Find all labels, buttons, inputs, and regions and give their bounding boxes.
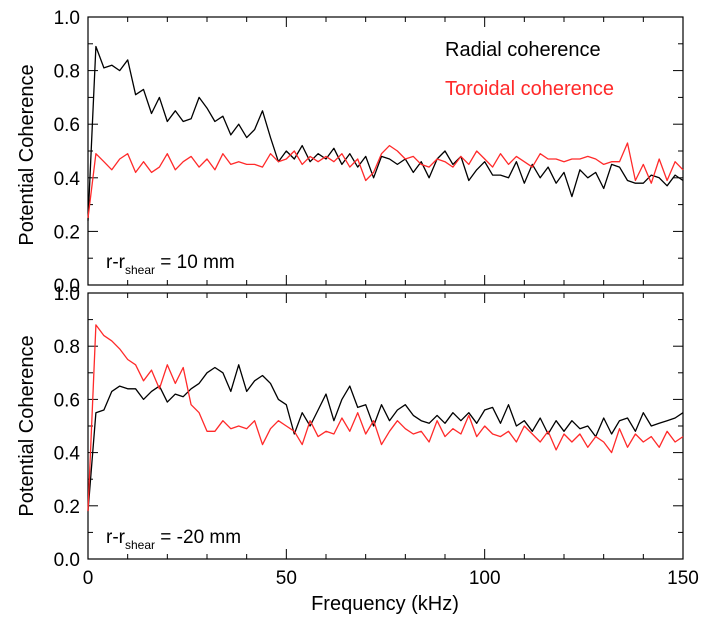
top-annotation-suffix: = 10 mm [155, 252, 235, 273]
top-radial-coherence-line [87, 45, 684, 221]
top-annotation-subscript: shear [125, 263, 155, 277]
top-y-tick-label: 0.2 [54, 222, 80, 243]
bottom-y-tick-label: 0.8 [54, 337, 80, 358]
bottom-panel: 0.0 0.2 0.4 0.6 0.8 1.0 0 50 100 150 Potential Co… [16, 284, 699, 615]
top-panel: 0.0 0.2 0.4 0.6 0.8 1.0 Potential Coherence R… [16, 8, 684, 297]
bottom-series [87, 324, 684, 512]
top-y-tick-label: 0.0 [54, 276, 80, 297]
top-y-tick-label: 0.6 [54, 115, 80, 136]
top-y-tick-label: 0.8 [54, 62, 80, 83]
bottom-y-axis-label: Potential Coherence [16, 335, 38, 516]
bottom-annotation-suffix: = -20 mm [155, 527, 241, 548]
legend-toroidal-label: Toroidal coherence [445, 78, 614, 100]
top-toroidal-coherence-line [87, 142, 684, 219]
top-y-axis-label: Potential Coherence [16, 64, 38, 245]
bottom-annotation: r-rshear = -20 mm [106, 527, 241, 552]
bottom-radial-coherence-line [87, 364, 684, 512]
top-annotation-base: r-r [106, 252, 126, 273]
bottom-annotation-subscript: shear [125, 538, 155, 552]
bottom-y-tick-label: 0.6 [54, 390, 80, 411]
bottom-y-tick-label: 0.0 [54, 550, 80, 571]
bottom-y-tick-label: 0.4 [54, 444, 81, 465]
bottom-x-tick-label: 100 [469, 568, 501, 589]
bottom-x-tick-label: 50 [276, 568, 297, 589]
top-y-tick-label: 1.0 [54, 8, 80, 29]
bottom-y-tick-label: 1.0 [54, 284, 80, 305]
bottom-ticks: 0.0 0.2 0.4 0.6 0.8 1.0 0 50 100 150 [54, 284, 699, 589]
bottom-plot-frame [87, 292, 684, 560]
x-axis-label: Frequency (kHz) [311, 593, 459, 615]
top-series [87, 45, 684, 221]
bottom-y-tick-label: 0.2 [54, 497, 80, 518]
bottom-x-tick-label: 0 [83, 568, 94, 589]
bottom-annotation-base: r-r [106, 527, 126, 548]
top-annotation: r-rshear = 10 mm [106, 252, 235, 277]
top-y-tick-label: 0.4 [54, 169, 81, 190]
bottom-toroidal-coherence-line [87, 324, 684, 512]
legend-radial-label: Radial coherence [445, 39, 601, 61]
bottom-x-tick-label: 150 [667, 568, 699, 589]
top-ticks: 0.0 0.2 0.4 0.6 0.8 1.0 [54, 8, 684, 297]
